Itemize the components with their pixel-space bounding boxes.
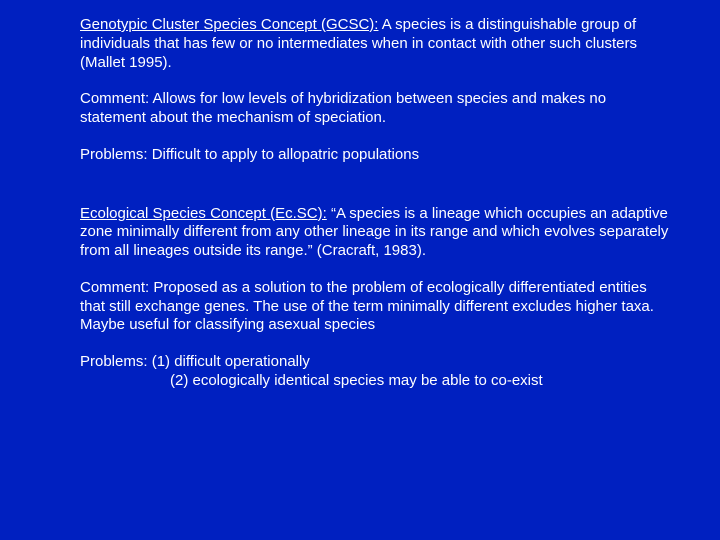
gcsc-problems-text: Difficult to apply to allopatric populat… <box>148 146 420 163</box>
ecsc-lead: Ecological Species Concept (Ec.SC): <box>80 205 327 222</box>
gcsc-problems-label: Problems: <box>80 146 148 163</box>
gcsc-problems: Problems: Difficult to apply to allopatr… <box>80 146 670 165</box>
ecsc-problem-1: (1) difficult operationally <box>148 353 310 370</box>
gcsc-lead: Genotypic Cluster Species Concept (GCSC)… <box>80 16 378 33</box>
ecsc-comment-text: Proposed as a solution to the problem of… <box>80 279 654 334</box>
gcsc-comment-label: Comment: <box>80 90 149 107</box>
ecsc-comment-label: Comment: <box>80 279 149 296</box>
ecsc-comment: Comment: Proposed as a solution to the p… <box>80 279 670 335</box>
ecsc-problems-line1: Problems: (1) difficult operationally <box>80 353 670 372</box>
ecsc-problems-label: Problems: <box>80 353 148 370</box>
ecsc-problem-2: (2) ecologically identical species may b… <box>80 372 670 391</box>
gcsc-comment: Comment: Allows for low levels of hybrid… <box>80 90 670 128</box>
gcsc-definition: Genotypic Cluster Species Concept (GCSC)… <box>80 16 670 72</box>
ecsc-definition: Ecological Species Concept (Ec.SC): “A s… <box>80 205 670 261</box>
gcsc-comment-text: Allows for low levels of hybridization b… <box>80 90 606 126</box>
ecsc-problems: Problems: (1) difficult operationally (2… <box>80 353 670 391</box>
